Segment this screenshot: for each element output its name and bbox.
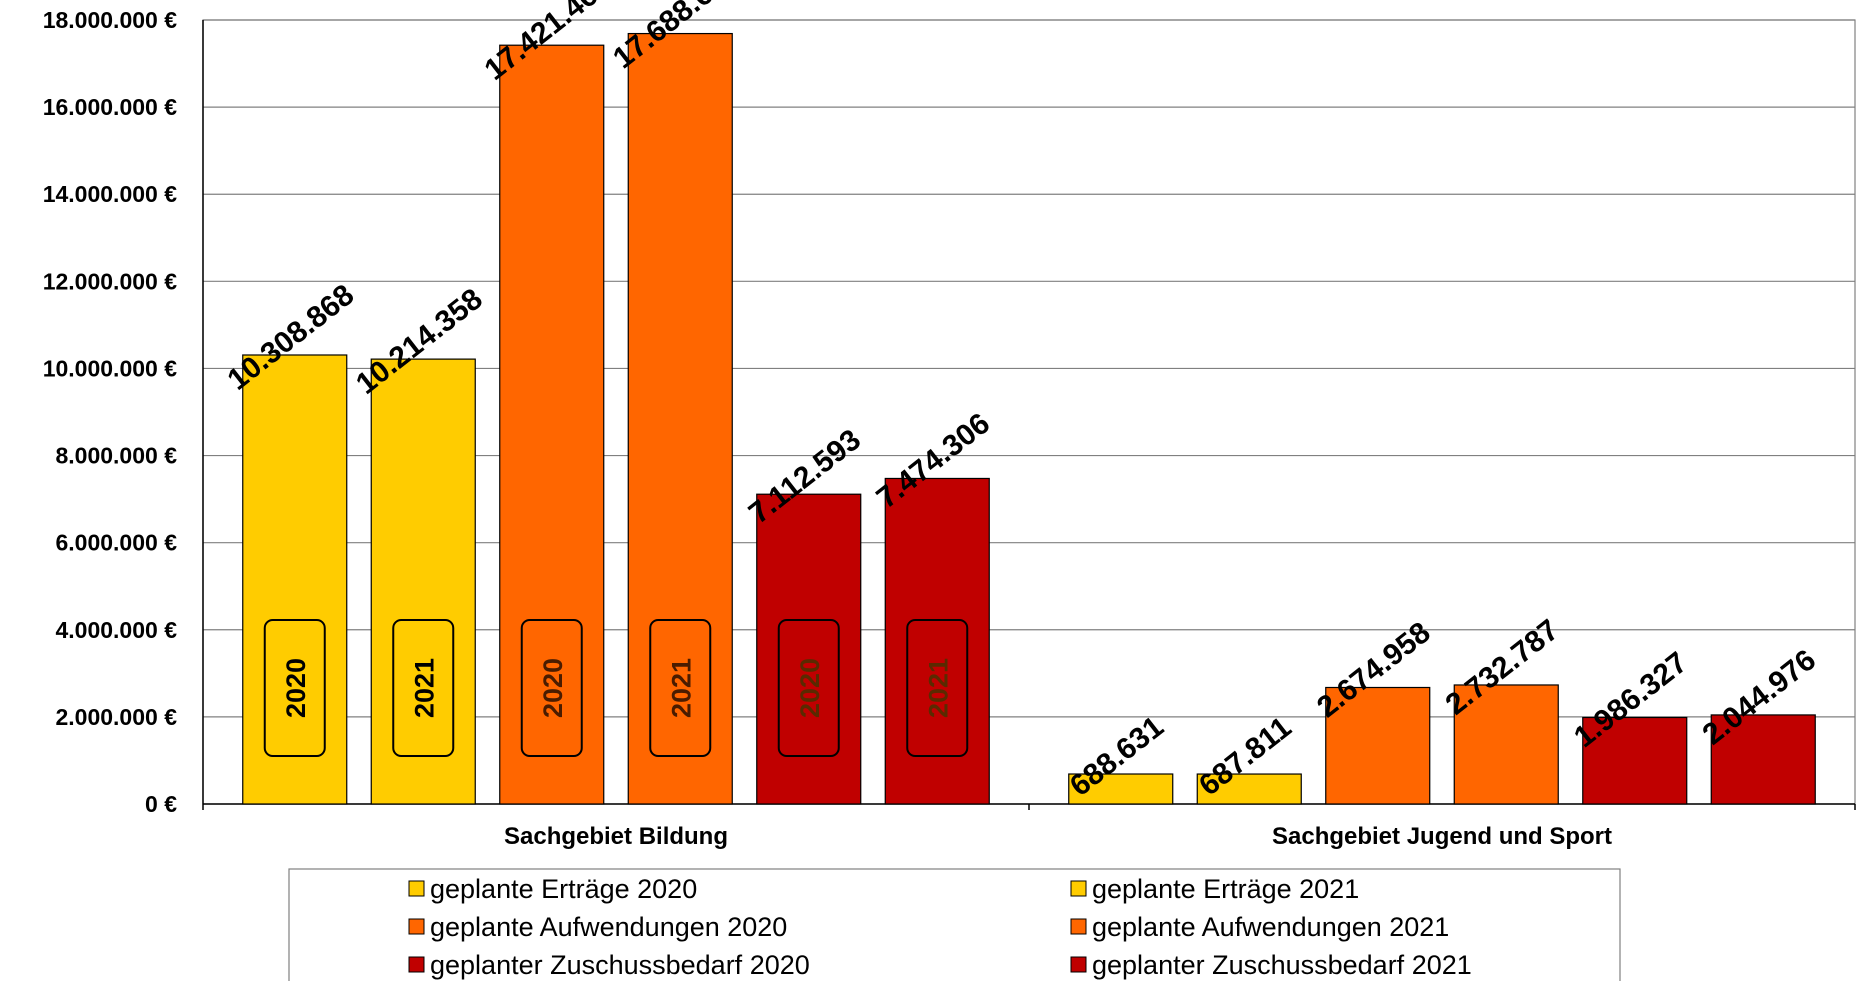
bar bbox=[1453, 684, 1559, 805]
legend-swatch bbox=[408, 956, 425, 973]
bar bbox=[242, 354, 348, 805]
legend-swatch bbox=[408, 880, 425, 897]
year-label: 2021 bbox=[666, 658, 696, 718]
legend-label: geplanter Zuschussbedarf 2020 bbox=[430, 950, 810, 980]
y-tick-label: 12.000.000 € bbox=[43, 268, 178, 294]
bar bbox=[499, 44, 605, 805]
bar bbox=[756, 493, 862, 805]
year-badge bbox=[906, 619, 969, 757]
legend-swatch bbox=[1070, 880, 1087, 897]
category-label: Sachgebiet Jugend und Sport bbox=[1272, 823, 1612, 850]
legend-label: geplante Erträge 2021 bbox=[1092, 874, 1359, 904]
bar bbox=[370, 358, 476, 805]
y-tick-label: 8.000.000 € bbox=[55, 443, 177, 469]
year-badge bbox=[392, 619, 455, 757]
category-label: Sachgebiet Bildung bbox=[504, 823, 728, 850]
legend-label: geplante Erträge 2020 bbox=[430, 874, 697, 904]
y-tick-label: 14.000.000 € bbox=[43, 181, 178, 207]
year-badge bbox=[520, 619, 583, 757]
bar bbox=[884, 477, 990, 805]
bar bbox=[1582, 716, 1688, 805]
bar bbox=[1196, 773, 1302, 805]
year-label: 2021 bbox=[409, 658, 439, 718]
y-tick-label: 6.000.000 € bbox=[55, 530, 177, 556]
y-tick-label: 4.000.000 € bbox=[55, 617, 177, 643]
legend-swatch bbox=[1070, 918, 1087, 935]
y-tick-label: 0 € bbox=[145, 791, 177, 817]
legend bbox=[288, 868, 1621, 986]
bar bbox=[627, 32, 733, 805]
y-tick-label: 16.000.000 € bbox=[43, 94, 178, 120]
legend-label: geplante Aufwendungen 2021 bbox=[1092, 912, 1449, 942]
y-tick-label: 2.000.000 € bbox=[55, 704, 177, 730]
year-label: 2020 bbox=[795, 658, 825, 718]
bar bbox=[1068, 773, 1174, 805]
legend-swatch bbox=[408, 918, 425, 935]
year-badge bbox=[777, 619, 840, 757]
year-badge bbox=[649, 619, 712, 757]
legend-label: geplanter Zuschussbedarf 2021 bbox=[1092, 950, 1472, 980]
year-label: 2021 bbox=[923, 658, 953, 718]
bar bbox=[1710, 714, 1816, 805]
bar bbox=[1325, 686, 1431, 805]
y-tick-label: 18.000.000 € bbox=[43, 7, 178, 33]
legend-label: geplante Aufwendungen 2020 bbox=[430, 912, 787, 942]
year-label: 2020 bbox=[538, 658, 568, 718]
y-tick-label: 10.000.000 € bbox=[43, 355, 178, 381]
year-label: 2020 bbox=[281, 658, 311, 718]
legend-swatch bbox=[1070, 956, 1087, 973]
year-badge bbox=[263, 619, 326, 757]
